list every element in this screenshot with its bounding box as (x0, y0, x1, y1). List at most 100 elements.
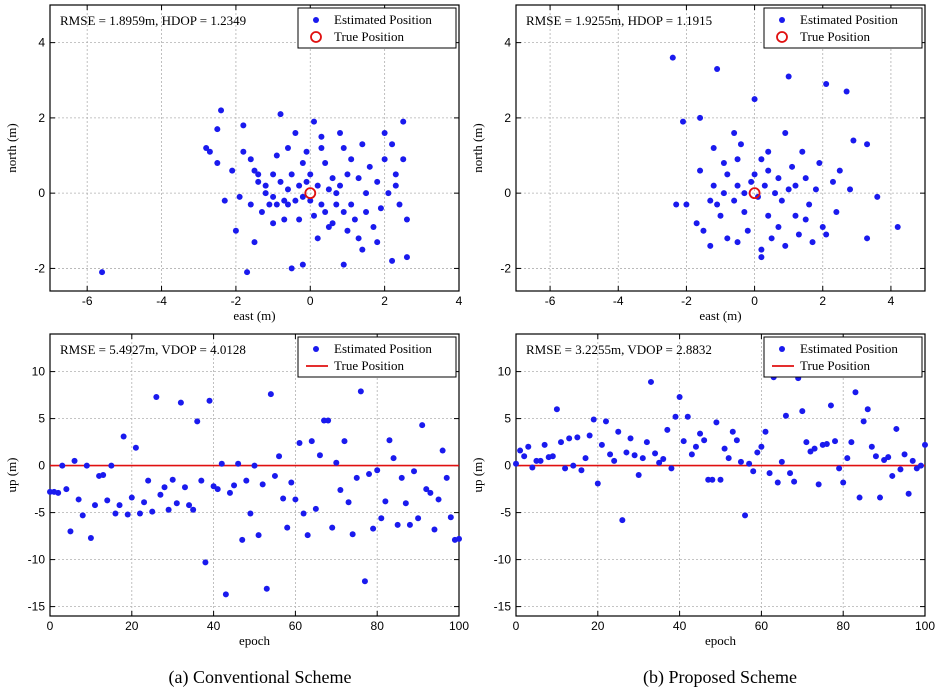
estimated-position-point (145, 477, 152, 484)
legend-box (763, 336, 923, 378)
estimated-position-point (149, 508, 156, 515)
estimated-position-point (680, 118, 687, 125)
estimated-position-point (244, 269, 251, 276)
estimated-position-point (802, 175, 809, 182)
estimated-position-point (169, 476, 176, 483)
estimated-position-point (337, 129, 344, 136)
rmse-annotation: RMSE = 1.9255m, HDOP = 1.1915 (526, 13, 712, 28)
estimated-position-point (889, 472, 896, 479)
rmse-annotation: RMSE = 3.2255m, VDOP = 2.8832 (526, 342, 712, 357)
x-axis-label: east (m) (233, 308, 275, 323)
y-tick-label: -5 (500, 506, 511, 520)
estimated-position-point (724, 171, 731, 178)
y-axis-label: up (m) (4, 457, 19, 492)
estimated-position-point (789, 163, 796, 170)
estimated-position-point (423, 486, 430, 493)
estimated-position-point (840, 479, 847, 486)
estimated-position-point (116, 502, 123, 509)
estimated-position-point (128, 494, 135, 501)
estimated-position-point (389, 257, 396, 264)
estimated-position-point (318, 145, 325, 151)
estimated-position-point (680, 438, 687, 445)
estimated-position-point (557, 439, 564, 446)
true-position-marker (748, 187, 761, 200)
estimated-position-point (284, 145, 291, 151)
x-tick-label: 80 (837, 619, 851, 633)
estimated-position-point (590, 416, 597, 423)
x-axis-label: epoch (705, 633, 737, 648)
estimated-position-point (803, 439, 810, 446)
plot-frame (515, 4, 926, 292)
estimated-position-point (206, 148, 213, 155)
estimated-position-point (243, 477, 250, 484)
x-axis-label: east (m) (699, 308, 741, 323)
estimated-position-point (720, 160, 727, 167)
x-tick-label: 0 (307, 294, 314, 308)
legend-box (297, 336, 457, 378)
estimated-position-point (623, 449, 630, 456)
y-tick-label: 0 (38, 186, 45, 200)
estimated-position-point (758, 156, 765, 163)
legend-estimated-symbol (779, 17, 785, 23)
estimated-position-point (811, 445, 818, 452)
estimated-position-point (594, 480, 601, 487)
estimated-position-point (400, 118, 407, 125)
estimated-position-point (439, 447, 446, 454)
estimated-position-point (724, 235, 731, 242)
estimated-position-point (303, 148, 310, 155)
estimated-position-point (758, 254, 765, 261)
estimated-position-point (656, 459, 663, 466)
estimated-position-point (751, 171, 758, 178)
y-tick-label: -2 (500, 261, 511, 275)
estimated-position-point (815, 481, 822, 488)
estimated-position-point (774, 479, 781, 486)
estimated-position-point (232, 227, 239, 234)
estimated-position-point (513, 460, 519, 467)
estimated-position-point (836, 465, 843, 472)
estimated-position-point (190, 506, 197, 513)
y-tick-label: -10 (494, 553, 512, 567)
estimated-position-point (329, 220, 336, 227)
estimated-position-point (660, 456, 667, 463)
estimated-position-point (402, 500, 409, 507)
estimated-position-point (829, 178, 836, 185)
x-tick-label: -6 (82, 294, 93, 308)
estimated-position-point (308, 438, 315, 445)
estimated-position-point (341, 438, 348, 445)
legend-box (763, 7, 923, 49)
estimated-position-point (627, 435, 634, 442)
caption-b: (b) Proposed Scheme (643, 667, 797, 688)
estimated-position-point (795, 231, 802, 238)
estimated-position-point (385, 190, 392, 197)
estimated-position-point (296, 440, 303, 447)
estimated-position-point (868, 443, 875, 450)
legend-box (297, 7, 457, 49)
estimated-position-point (363, 208, 370, 215)
estimated-position-point (366, 471, 373, 478)
estimated-position-point (843, 88, 850, 95)
estimated-position-point (782, 242, 789, 249)
estimated-position-point (353, 474, 360, 481)
estimated-position-point (374, 239, 381, 246)
estimated-position-point (267, 391, 274, 398)
estimated-position-point (344, 171, 351, 178)
estimated-position-point (310, 118, 317, 125)
estimated-position-point (411, 468, 418, 475)
estimated-position-point (664, 426, 671, 433)
estimated-position-point (329, 175, 336, 182)
estimated-position-point (124, 511, 131, 518)
estimated-position-point (549, 453, 556, 460)
estimated-position-point (299, 160, 306, 167)
x-tick-label: 100 (449, 619, 469, 633)
rmse-annotation: RMSE = 5.4927m, VDOP = 4.0128 (60, 342, 246, 357)
estimated-position-point (607, 451, 614, 458)
estimated-position-point (270, 220, 277, 227)
estimated-position-point (734, 239, 741, 246)
estimated-position-point (877, 494, 884, 501)
estimated-position-point (157, 491, 164, 498)
estimated-position-point (202, 559, 209, 566)
estimated-position-point (766, 470, 773, 477)
estimated-position-point (181, 484, 188, 491)
estimated-position-point (363, 190, 370, 197)
estimated-position-point (792, 182, 799, 189)
